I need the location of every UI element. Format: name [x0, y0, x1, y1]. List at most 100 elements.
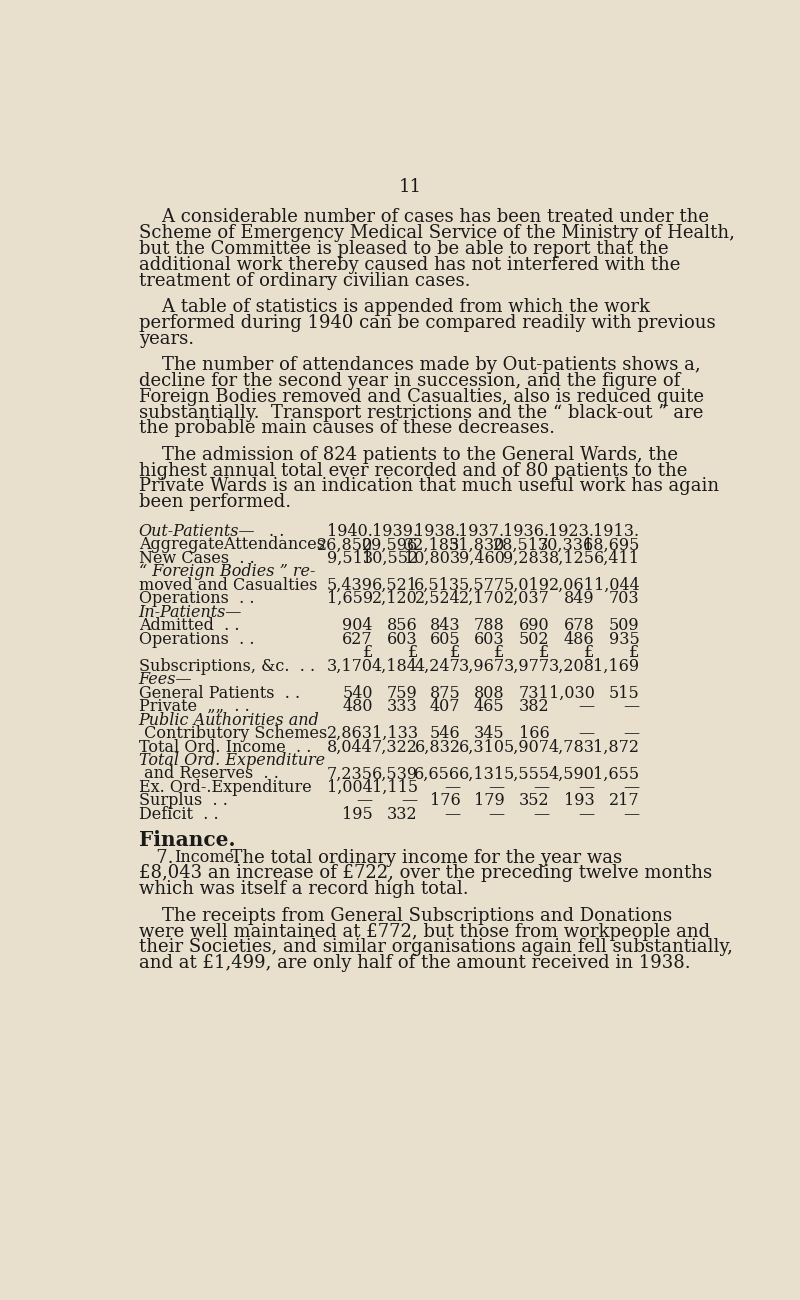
Text: 759: 759	[387, 685, 418, 702]
Text: 1,133: 1,133	[372, 725, 418, 742]
Text: 1,659: 1,659	[326, 590, 373, 607]
Text: 605: 605	[430, 630, 460, 647]
Text: 509: 509	[609, 618, 639, 634]
Text: Total Ord. Expenditure: Total Ord. Expenditure	[138, 751, 325, 770]
Text: £: £	[494, 645, 505, 662]
Text: 166: 166	[518, 725, 550, 742]
Text: Admitted  . .: Admitted . .	[138, 618, 239, 634]
Text: 32,185: 32,185	[404, 537, 460, 554]
Text: Subscriptions, &c.  . .: Subscriptions, &c. . .	[138, 658, 315, 675]
Text: substantially.  Transport restrictions and the “ black-out ” are: substantially. Transport restrictions an…	[138, 403, 703, 421]
Text: 486: 486	[564, 630, 594, 647]
Text: £: £	[407, 645, 418, 662]
Text: 1940.: 1940.	[327, 523, 373, 540]
Text: Private Wards is an indication that much useful work has again: Private Wards is an indication that much…	[138, 477, 719, 495]
Text: £: £	[450, 645, 460, 662]
Text: 193: 193	[564, 793, 594, 810]
Text: Public Authorities and: Public Authorities and	[138, 711, 319, 728]
Text: 1938.: 1938.	[414, 523, 460, 540]
Text: and Reserves  . .: and Reserves . .	[138, 766, 278, 783]
Text: 5,555: 5,555	[503, 766, 550, 783]
Text: Finance.: Finance.	[138, 831, 235, 850]
Text: 10,803: 10,803	[404, 550, 460, 567]
Text: A considerable number of cases has been treated under the: A considerable number of cases has been …	[138, 208, 709, 226]
Text: 731: 731	[518, 685, 550, 702]
Text: 5,907: 5,907	[503, 738, 550, 755]
Text: Out-Patients—: Out-Patients—	[138, 523, 255, 540]
Text: 1,872: 1,872	[594, 738, 639, 755]
Text: 1,655: 1,655	[594, 766, 639, 783]
Text: 352: 352	[519, 793, 550, 810]
Text: 29,596: 29,596	[362, 537, 418, 554]
Text: 333: 333	[387, 698, 418, 715]
Text: 1,044: 1,044	[594, 577, 639, 594]
Text: 5,439: 5,439	[327, 577, 373, 594]
Text: Deficit  . .: Deficit . .	[138, 806, 218, 823]
Text: —: —	[357, 793, 373, 810]
Text: —: —	[578, 725, 594, 742]
Text: . .: . .	[269, 523, 284, 540]
Text: 480: 480	[342, 698, 373, 715]
Text: 1923.: 1923.	[549, 523, 594, 540]
Text: 195: 195	[342, 806, 373, 823]
Text: 678: 678	[564, 618, 594, 634]
Text: The number of attendances made by Out-patients shows a,: The number of attendances made by Out-pa…	[138, 356, 700, 374]
Text: 28,517: 28,517	[494, 537, 550, 554]
Text: 465: 465	[474, 698, 505, 715]
Text: 9,513: 9,513	[326, 550, 373, 567]
Text: New Cases  . .: New Cases . .	[138, 550, 254, 567]
Text: 3,967: 3,967	[458, 658, 505, 675]
Text: 703: 703	[609, 590, 639, 607]
Text: 1939.: 1939.	[372, 523, 418, 540]
Text: 856: 856	[387, 618, 418, 634]
Text: 6,513: 6,513	[414, 577, 460, 594]
Text: performed during 1940 can be compared readily with previous: performed during 1940 can be compared re…	[138, 313, 715, 332]
Text: £: £	[584, 645, 594, 662]
Text: —: —	[623, 698, 639, 715]
Text: 26,850: 26,850	[317, 537, 373, 554]
Text: 1937.: 1937.	[458, 523, 505, 540]
Text: 2,170: 2,170	[458, 590, 505, 607]
Text: —: —	[489, 779, 505, 796]
Text: 3,170: 3,170	[327, 658, 373, 675]
Text: Surplus  . .: Surplus . .	[138, 793, 228, 810]
Text: highest annual total ever recorded and of 80 patients to the: highest annual total ever recorded and o…	[138, 462, 687, 480]
Text: —: —	[623, 779, 639, 796]
Text: —: —	[578, 698, 594, 715]
Text: 176: 176	[430, 793, 460, 810]
Text: 30,336: 30,336	[538, 537, 594, 554]
Text: 2,037: 2,037	[504, 590, 550, 607]
Text: decline for the second year in succession, and the figure of: decline for the second year in successio…	[138, 372, 680, 390]
Text: In-Patients—: In-Patients—	[138, 603, 242, 621]
Text: 4,783: 4,783	[549, 738, 594, 755]
Text: Contributory Schemes: Contributory Schemes	[138, 725, 327, 742]
Text: 6,656: 6,656	[414, 766, 460, 783]
Text: Ex. Ord-.Expenditure: Ex. Ord-.Expenditure	[138, 779, 311, 796]
Text: 6,539: 6,539	[372, 766, 418, 783]
Text: £8,043 an increase of £722, over the preceding twelve months: £8,043 an increase of £722, over the pre…	[138, 864, 712, 883]
Text: 6,131: 6,131	[458, 766, 505, 783]
Text: “ Foreign Bodies ” re-: “ Foreign Bodies ” re-	[138, 563, 315, 580]
Text: —: —	[578, 779, 594, 796]
Text: 2,061: 2,061	[549, 577, 594, 594]
Text: 546: 546	[430, 725, 460, 742]
Text: 843: 843	[430, 618, 460, 634]
Text: 935: 935	[609, 630, 639, 647]
Text: 6,411: 6,411	[594, 550, 639, 567]
Text: 10,552: 10,552	[362, 550, 418, 567]
Text: 217: 217	[609, 793, 639, 810]
Text: 2,120: 2,120	[372, 590, 418, 607]
Text: 7,322: 7,322	[372, 738, 418, 755]
Text: —: —	[623, 725, 639, 742]
Text: —: —	[402, 793, 418, 810]
Text: 515: 515	[609, 685, 639, 702]
Text: 2,863: 2,863	[327, 725, 373, 742]
Text: The total ordinary income for the year was: The total ordinary income for the year w…	[218, 849, 622, 867]
Text: 7.: 7.	[138, 849, 185, 867]
Text: 1936.: 1936.	[503, 523, 550, 540]
Text: 627: 627	[342, 630, 373, 647]
Text: 407: 407	[430, 698, 460, 715]
Text: Scheme of Emergency Medical Service of the Ministry of Health,: Scheme of Emergency Medical Service of t…	[138, 224, 734, 242]
Text: which was itself a record high total.: which was itself a record high total.	[138, 880, 468, 898]
Text: 690: 690	[519, 618, 550, 634]
